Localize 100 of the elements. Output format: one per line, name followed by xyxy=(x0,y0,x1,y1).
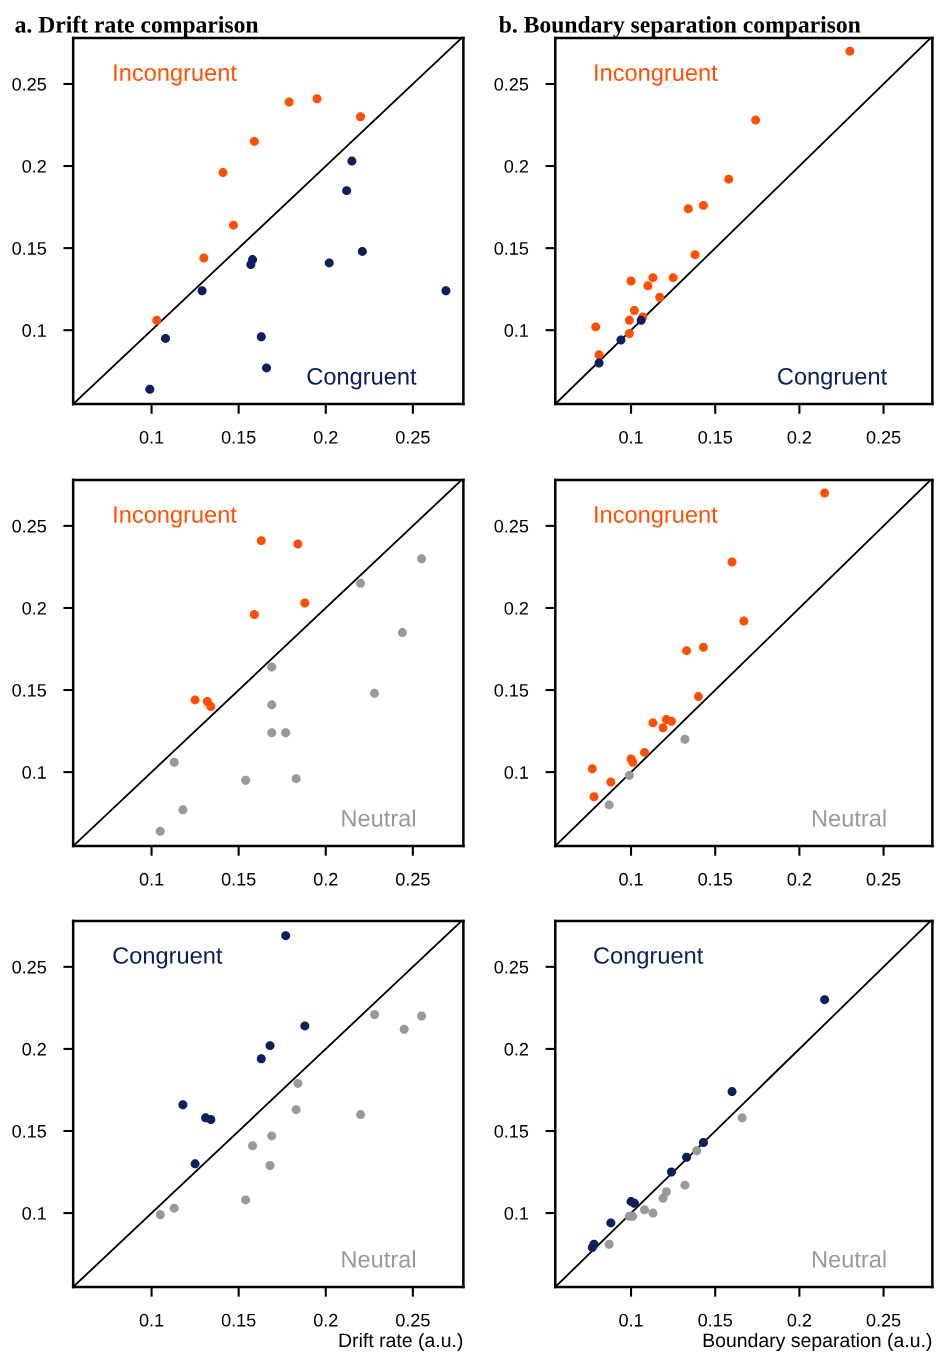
y-tick-label: 0.1 xyxy=(22,324,46,337)
point xyxy=(152,315,162,325)
point xyxy=(248,255,258,265)
x-tick-label: 0.1 xyxy=(619,872,643,886)
series-label: Incongruent xyxy=(595,64,718,86)
point xyxy=(300,598,310,608)
point xyxy=(727,1087,737,1097)
point xyxy=(604,800,614,810)
point xyxy=(267,728,277,738)
point xyxy=(606,777,616,787)
point xyxy=(249,610,259,620)
x-tick-label: 0.1 xyxy=(139,1313,164,1327)
x-tick-label: 0.15 xyxy=(221,1313,256,1327)
point xyxy=(648,273,658,283)
point xyxy=(591,322,601,332)
point xyxy=(648,718,658,728)
point xyxy=(284,97,294,107)
y-tick-label: 0.1 xyxy=(22,1207,46,1220)
point xyxy=(690,250,700,260)
text: Congruent xyxy=(778,368,887,390)
point xyxy=(666,1167,676,1177)
y-tick-label: 0.25 xyxy=(12,77,47,91)
x-tick-label: 0.15 xyxy=(698,872,733,886)
point xyxy=(683,204,693,214)
point xyxy=(199,253,209,263)
point xyxy=(845,46,855,56)
text: Neutral xyxy=(342,809,415,827)
point xyxy=(397,628,407,638)
text: Congruent xyxy=(113,947,223,969)
point xyxy=(293,1078,303,1088)
point xyxy=(178,1100,188,1110)
x-tick-label: 0.2 xyxy=(313,430,338,444)
point xyxy=(739,616,749,626)
point xyxy=(648,1208,658,1218)
point xyxy=(312,94,322,104)
text: Neutral xyxy=(812,809,886,827)
point xyxy=(169,757,179,767)
x-tick-label: 0.25 xyxy=(395,1313,430,1327)
y-tick-label: 0.2 xyxy=(22,1042,46,1056)
point xyxy=(693,692,703,702)
y-tick-label: 0.15 xyxy=(494,242,529,255)
point xyxy=(190,1159,200,1169)
y-tick-label: 0.25 xyxy=(494,77,529,91)
point xyxy=(624,770,634,780)
x-tick-label: 0.2 xyxy=(787,1313,812,1327)
x-tick-label: 0.2 xyxy=(787,430,812,444)
series-label: Incongruent xyxy=(595,506,718,528)
point xyxy=(169,1203,179,1213)
point xyxy=(324,258,334,268)
y-tick-label: 0.15 xyxy=(12,683,47,697)
point xyxy=(698,200,708,210)
x-axis-title: Drift rate (a.u.) xyxy=(339,1332,463,1352)
point xyxy=(291,774,301,784)
y-tick-label: 0.25 xyxy=(494,519,529,533)
text: Congruent xyxy=(594,947,704,969)
point xyxy=(356,1110,366,1120)
y-tick-label: 0.25 xyxy=(494,960,529,974)
y-tick-label: 0.1 xyxy=(504,324,529,337)
y-tick-label: 0.15 xyxy=(12,1124,47,1138)
point xyxy=(155,826,165,836)
point xyxy=(300,1021,310,1031)
text: Neutral xyxy=(812,1250,886,1268)
point xyxy=(640,1205,650,1215)
x-tick-label: 0.1 xyxy=(139,872,164,886)
point xyxy=(417,554,427,564)
x-tick-label: 0.25 xyxy=(866,1313,901,1327)
y-tick-label: 0.15 xyxy=(494,683,529,697)
x-tick-label: 0.15 xyxy=(221,430,256,444)
y-tick-label: 0.15 xyxy=(12,242,47,255)
x-tick-label: 0.25 xyxy=(866,430,901,444)
point xyxy=(682,1152,692,1162)
point xyxy=(658,723,668,733)
x-tick-label: 0.15 xyxy=(698,430,733,444)
point xyxy=(241,775,251,785)
series-label: Congruent xyxy=(307,368,417,390)
x-tick-label: 0.2 xyxy=(313,1313,338,1327)
point xyxy=(626,276,636,286)
point xyxy=(291,1105,301,1115)
point xyxy=(417,1011,427,1021)
chart-title: a. Drift rate comparison xyxy=(15,15,259,38)
point xyxy=(643,281,653,291)
point xyxy=(820,995,830,1005)
point xyxy=(206,1115,216,1125)
point xyxy=(293,539,303,549)
point xyxy=(342,186,352,196)
point xyxy=(606,1218,616,1228)
y-tick-label: 0.2 xyxy=(504,1042,528,1056)
point xyxy=(248,1141,258,1151)
point xyxy=(206,701,216,711)
x-tick-label: 0.1 xyxy=(619,1313,643,1327)
point xyxy=(616,335,626,345)
y-tick-label: 0.25 xyxy=(12,519,47,533)
point xyxy=(256,536,266,546)
point xyxy=(594,358,604,368)
point xyxy=(698,642,708,652)
point xyxy=(356,578,366,588)
y-tick-label: 0.2 xyxy=(504,601,528,615)
point xyxy=(197,286,207,296)
x-tick-label: 0.2 xyxy=(313,872,338,886)
y-tick-label: 0.1 xyxy=(22,766,46,779)
